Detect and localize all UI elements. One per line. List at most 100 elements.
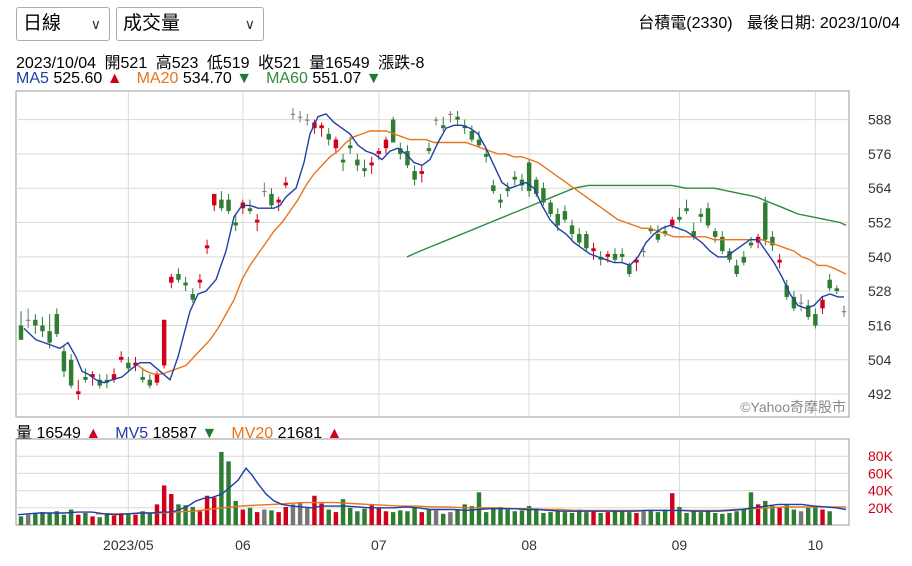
candle-body [591,248,596,252]
candle-body [283,182,289,186]
candle-body [197,279,203,283]
candle-body [90,374,95,377]
volume-bar [111,515,117,525]
candle-body [619,254,625,257]
candle-body [827,279,832,289]
volume-bar [154,504,160,525]
candle-body [254,219,260,223]
quote-close: 收521 [258,55,301,72]
candle-body [305,119,310,121]
volume-bar [390,512,396,525]
volume-bar [97,517,102,525]
candle-body [569,225,575,234]
volume-bar [648,509,653,525]
volume-bar [340,499,346,525]
candle-body [405,151,410,166]
candle-body [612,254,618,260]
volume-bar [612,510,618,525]
volume-bar [641,511,646,525]
legend-label: 量 [16,425,37,442]
x-tick-label: 07 [371,537,387,553]
volume-bar [226,461,231,525]
volume-bar [333,512,339,525]
candle-body [641,251,646,253]
candle-body [97,379,102,386]
arrow-down-icon: ▼ [236,70,253,87]
candle-body [541,188,546,203]
volume-bar [655,512,661,525]
candle-body [362,168,367,172]
candle-body [398,148,403,154]
volume-bar [104,512,110,525]
candle-body [698,213,704,217]
price-tick-label: 504 [868,352,892,368]
volume-bar [305,507,310,525]
volume-bar [555,511,560,525]
quote-open: 開521 [104,55,148,72]
volume-legend-量: 量 16549 ▲ [16,425,101,442]
candle-body [627,265,632,275]
candle-body [741,256,747,263]
x-tick-label: 06 [235,537,251,553]
volume-legend-mv20: MV20 21681 ▲ [231,425,342,442]
period-select[interactable]: 日線 ∨ [16,7,110,41]
candle-body [18,325,24,340]
volume-bar [741,509,747,525]
legend-value: 534.70 [182,70,237,87]
volume-bar [605,512,611,525]
candle-body [784,285,789,297]
volume-bar [820,509,825,525]
volume-bar [54,511,60,525]
legend-value: 18587 [152,425,202,442]
candle-body [390,119,396,143]
price-panel-frame [15,90,850,418]
candle-body [262,191,267,193]
indicator-select[interactable]: 成交量 ∨ [116,7,264,41]
price-tick-label: 516 [868,317,892,333]
candle-body [469,131,475,140]
volume-bar [691,511,696,525]
candle-body [526,162,532,192]
volume-bar [169,494,174,525]
arrow-down-icon: ▼ [365,70,382,87]
candle-body [548,202,553,214]
candle-body [347,145,353,149]
volume-bar [190,506,195,525]
watermark: ©Yahoo奇摩股市 [740,399,846,415]
candle-body [68,359,74,386]
volume-bar [83,512,88,525]
quote-change: 漲跌-8 [378,55,425,72]
volume-bar [25,514,31,525]
volume-bar [326,509,331,525]
candle-body [297,116,303,118]
volume-bar [376,507,382,525]
chevron-down-icon: ∨ [90,16,101,32]
volume-bar [262,509,267,525]
volume-bar [18,516,24,525]
x-tick-label: 09 [672,537,688,553]
price-legend: MA5 525.60 ▲ MA20 534.70 ▼ MA60 551.07 ▼ [16,70,396,88]
candle-body [670,219,675,226]
arrow-up-icon: ▲ [326,425,343,442]
candle-body [684,208,689,212]
volume-bar [398,510,403,525]
candle-body [727,251,732,260]
volume-tick-label: 40K [868,483,894,499]
volume-panel-frame [15,438,850,526]
candle-body [534,179,539,194]
candle-body [491,185,496,192]
quote-date: 2023/10/04 [16,55,97,72]
legend-value: 21681 [277,425,327,442]
volume-bar [433,510,439,525]
ma5-line [23,113,844,384]
candle-body [519,179,525,186]
candle-body [169,276,174,283]
volume-bar [627,512,632,525]
volume-bar [240,509,246,525]
volume-bar [133,514,138,525]
quote-volume: 量16549 [309,55,370,72]
arrow-up-icon: ▲ [85,425,102,442]
x-tick-label: 2023/05 [103,537,154,553]
candle-body [655,233,661,240]
candle-body [576,233,582,243]
